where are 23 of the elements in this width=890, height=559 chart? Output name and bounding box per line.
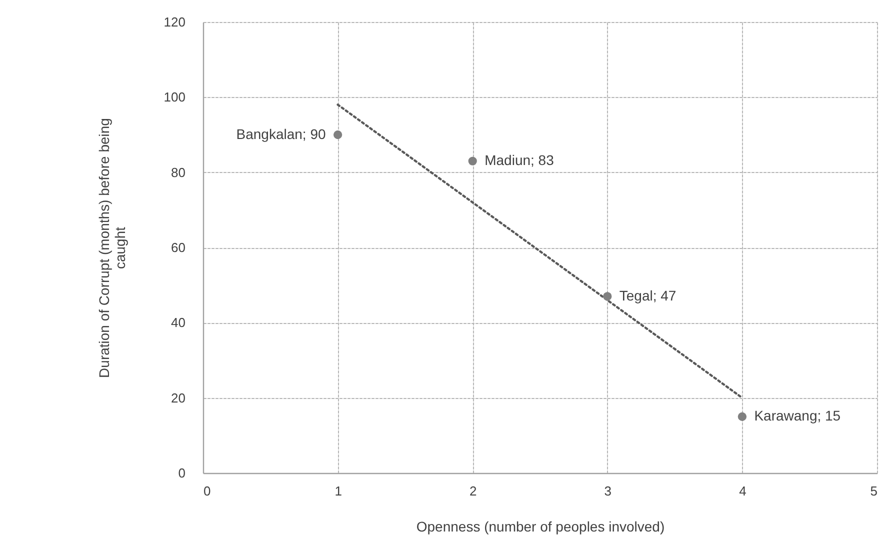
point <box>333 130 342 140</box>
y-tick-label: 40 <box>171 315 186 330</box>
data-label: Karawang; 15 <box>754 408 841 424</box>
x-tick-label: 1 <box>334 484 342 498</box>
y-tick-label: 20 <box>171 390 186 406</box>
y-axis-title: Duration of Corrupt (months) before being caught <box>96 118 128 378</box>
x-tick-label: 3 <box>604 484 612 498</box>
x-axis-title: Openness (number of peoples involved) <box>416 518 665 534</box>
data-label: Bangkalan; 90 <box>236 126 326 142</box>
x-tick-label: 5 <box>870 484 878 498</box>
y-tick-label: 120 <box>164 14 186 30</box>
x-tick-label: 2 <box>469 484 477 498</box>
point <box>738 412 747 421</box>
data-label: Tegal; 47 <box>619 287 676 304</box>
y-tick-label: 0 <box>178 466 186 480</box>
y-tick-label: 80 <box>171 164 186 180</box>
x-tick-label: 4 <box>739 484 746 498</box>
y-tick-label: 60 <box>171 240 186 255</box>
y-tick-label: 100 <box>164 90 186 105</box>
point <box>603 292 612 301</box>
point <box>468 156 477 166</box>
x-tick-label: 0 <box>204 484 211 498</box>
data-label: Madiun; 83 <box>484 152 554 168</box>
